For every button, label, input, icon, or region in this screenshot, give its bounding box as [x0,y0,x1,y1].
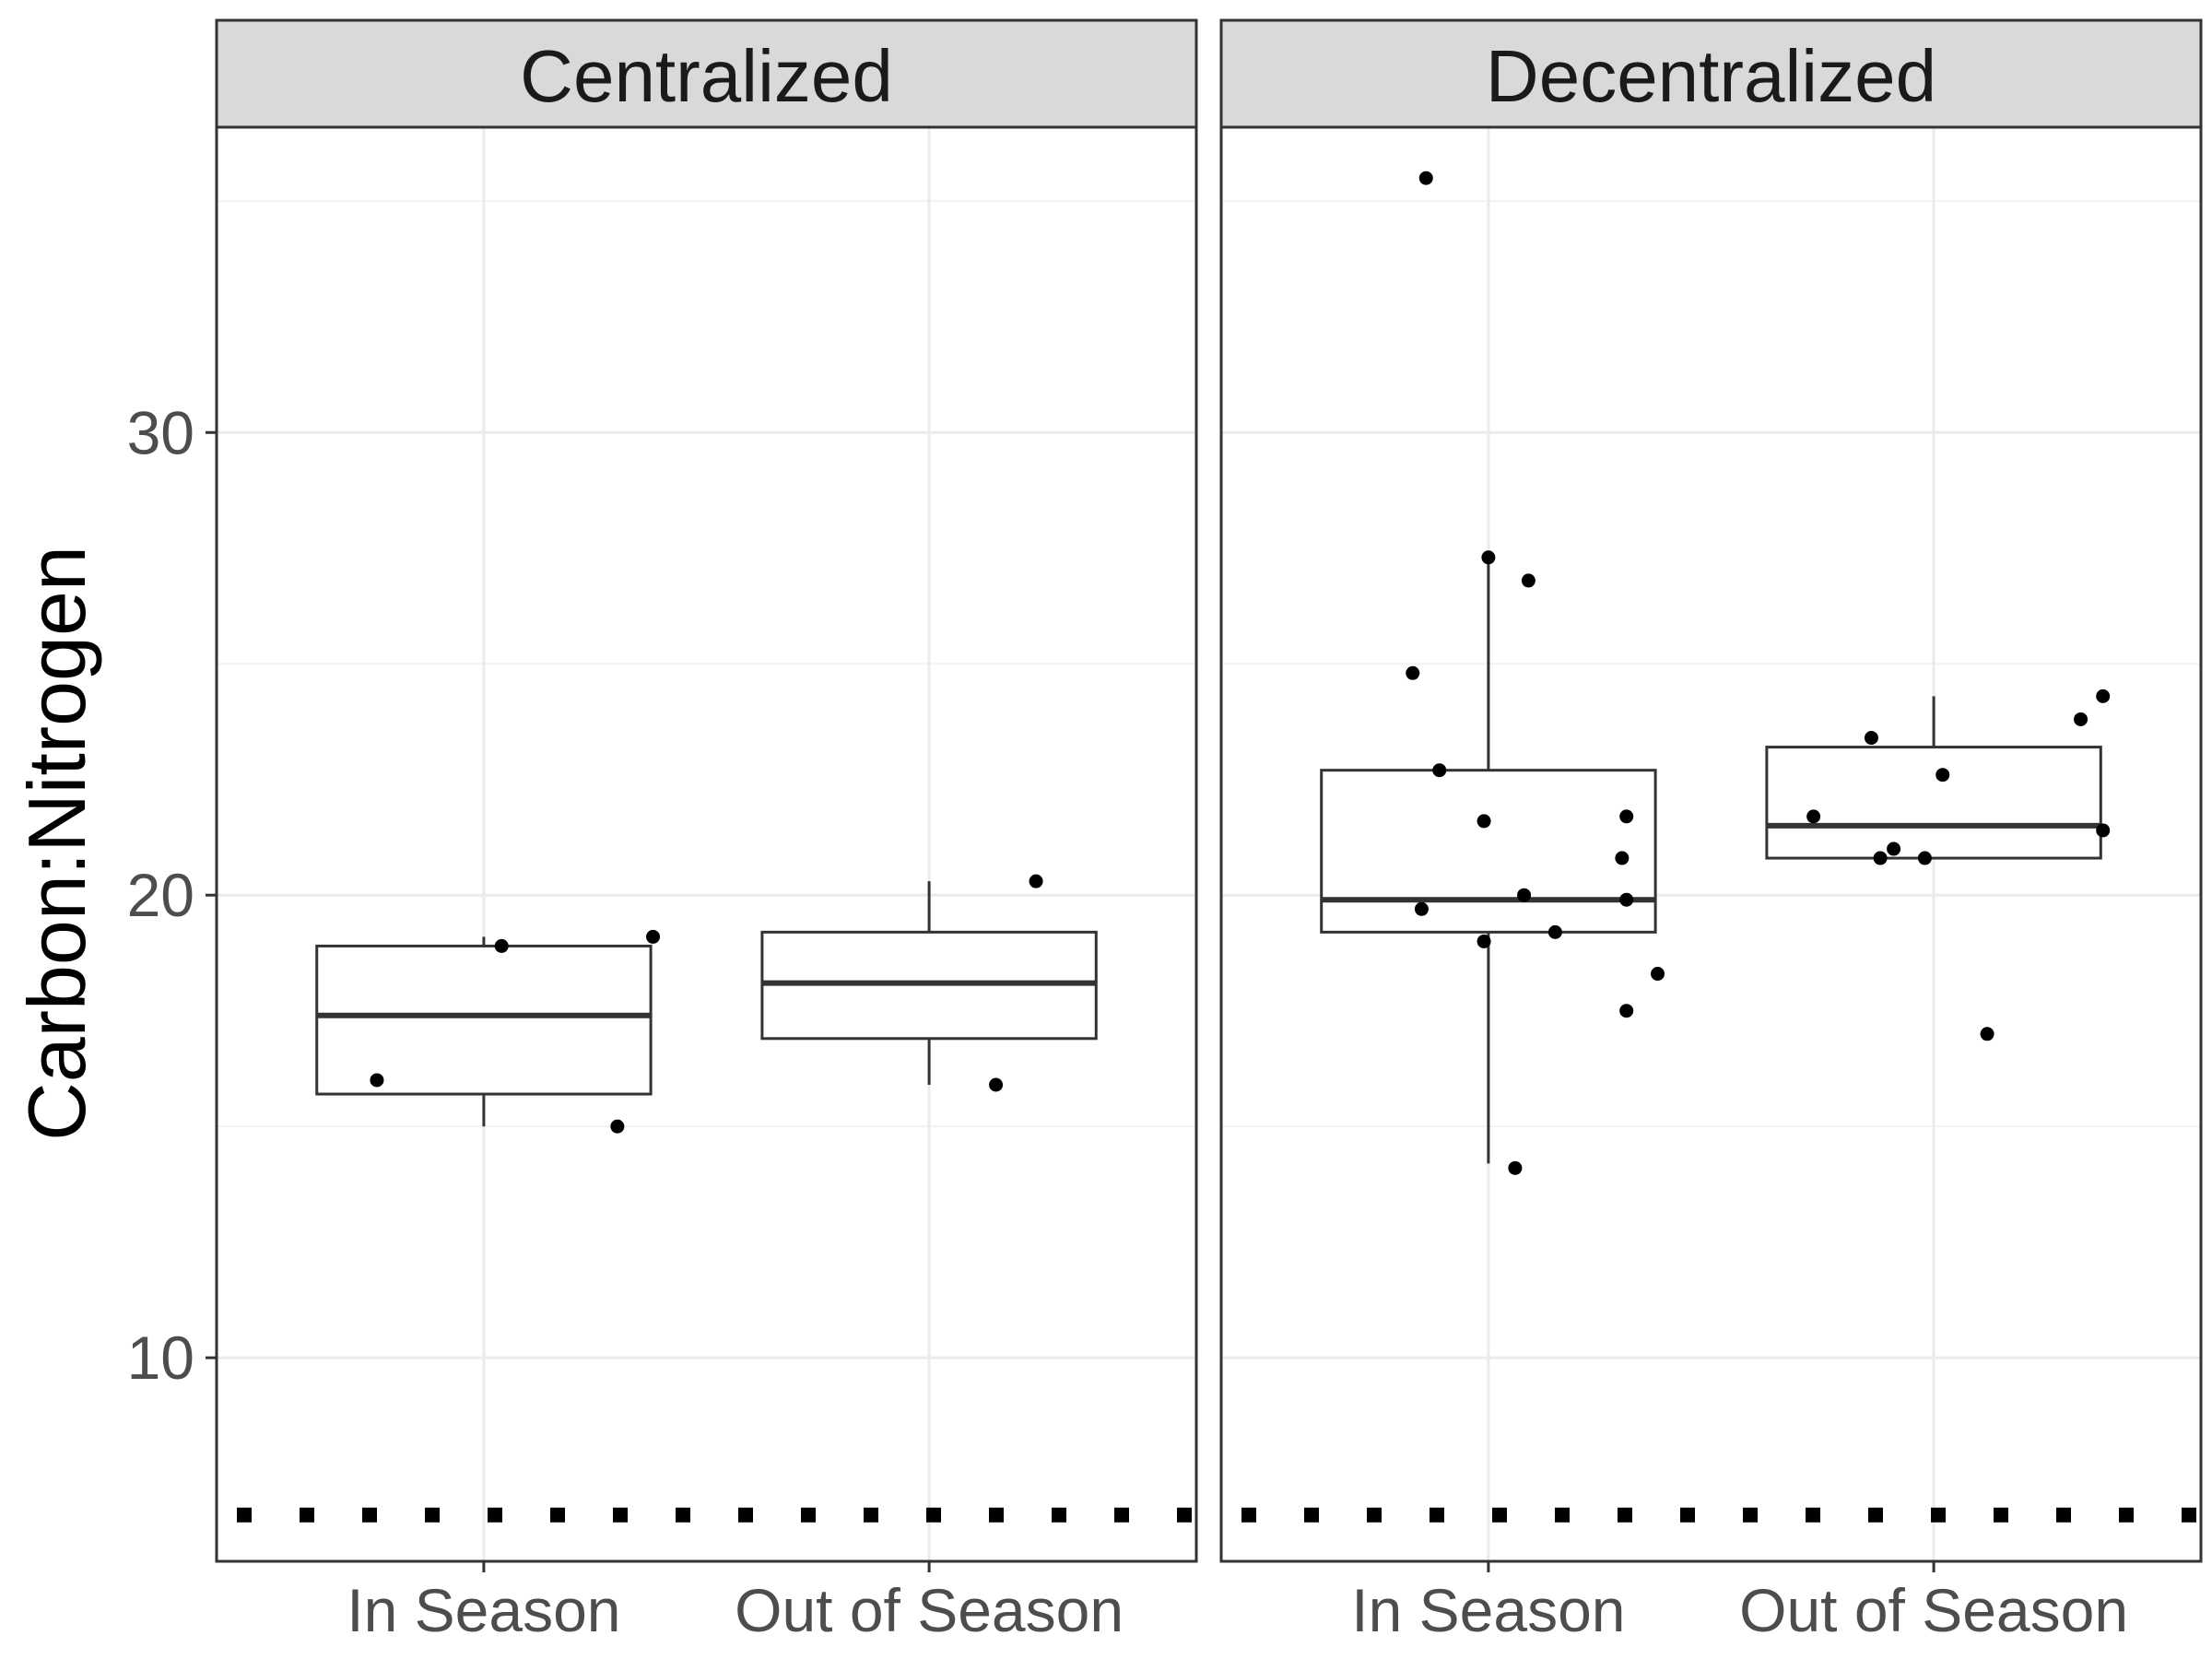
box-iqr [1320,769,1657,934]
data-point [1980,1027,1994,1041]
data-point [1651,967,1665,982]
box-out-of-season [760,874,1098,1092]
data-point [1406,665,1420,680]
y-axis-title: Carbon:Nitrogen [11,546,102,1141]
data-point [1806,809,1821,824]
data-point [2074,712,2088,726]
box-out-of-season [1765,688,2111,1041]
facet-panel-decentralized: Decentralized In Season Out of Season [1219,18,2203,1644]
data-point [1619,1004,1634,1018]
x-tick-label: In Season [347,1576,620,1644]
strip-label: Centralized [520,35,893,117]
data-point [646,929,661,944]
box-iqr [1765,746,2102,860]
data-point [1477,934,1491,948]
data-point [1936,768,1950,782]
box-iqr [315,944,653,1096]
y-tick-label: 30 [127,398,194,466]
data-point [1873,851,1888,865]
strip-label: Decentralized [1486,35,1936,117]
data-point [1432,763,1447,778]
y-tick-label: 20 [127,861,194,929]
data-point [1414,901,1429,916]
strip-background [1219,18,2203,129]
data-point [1887,841,1901,856]
data-point [2096,823,2111,838]
data-point [989,1077,1004,1092]
data-point [1619,892,1634,907]
y-tick-label: 10 [127,1324,194,1392]
data-point [1547,924,1562,939]
x-tick-label: In Season [1351,1576,1625,1644]
data-point [1619,809,1634,824]
data-point [1517,888,1532,902]
data-point [2096,688,2111,703]
data-point [1029,874,1043,888]
data-point [1917,851,1932,865]
strip-background [215,18,1198,129]
data-point [494,938,509,953]
data-point [1418,171,1433,185]
data-point [1508,1160,1523,1175]
data-point [610,1119,625,1134]
data-point [370,1073,384,1088]
panel-background [217,127,1196,1561]
data-point [1481,550,1496,565]
facet-panel-centralized: Centralized In Season Out of Season [215,18,1198,1644]
box-in-season [315,929,661,1134]
data-point [1477,814,1491,829]
data-point [1521,573,1535,588]
data-point [1615,851,1630,865]
x-tick-label: Out of Season [1739,1576,2128,1644]
data-point [1864,731,1878,746]
box-in-season [1320,171,1665,1175]
x-tick-label: Out of Season [735,1576,1124,1644]
y-axis: 10 20 30 [127,398,217,1392]
